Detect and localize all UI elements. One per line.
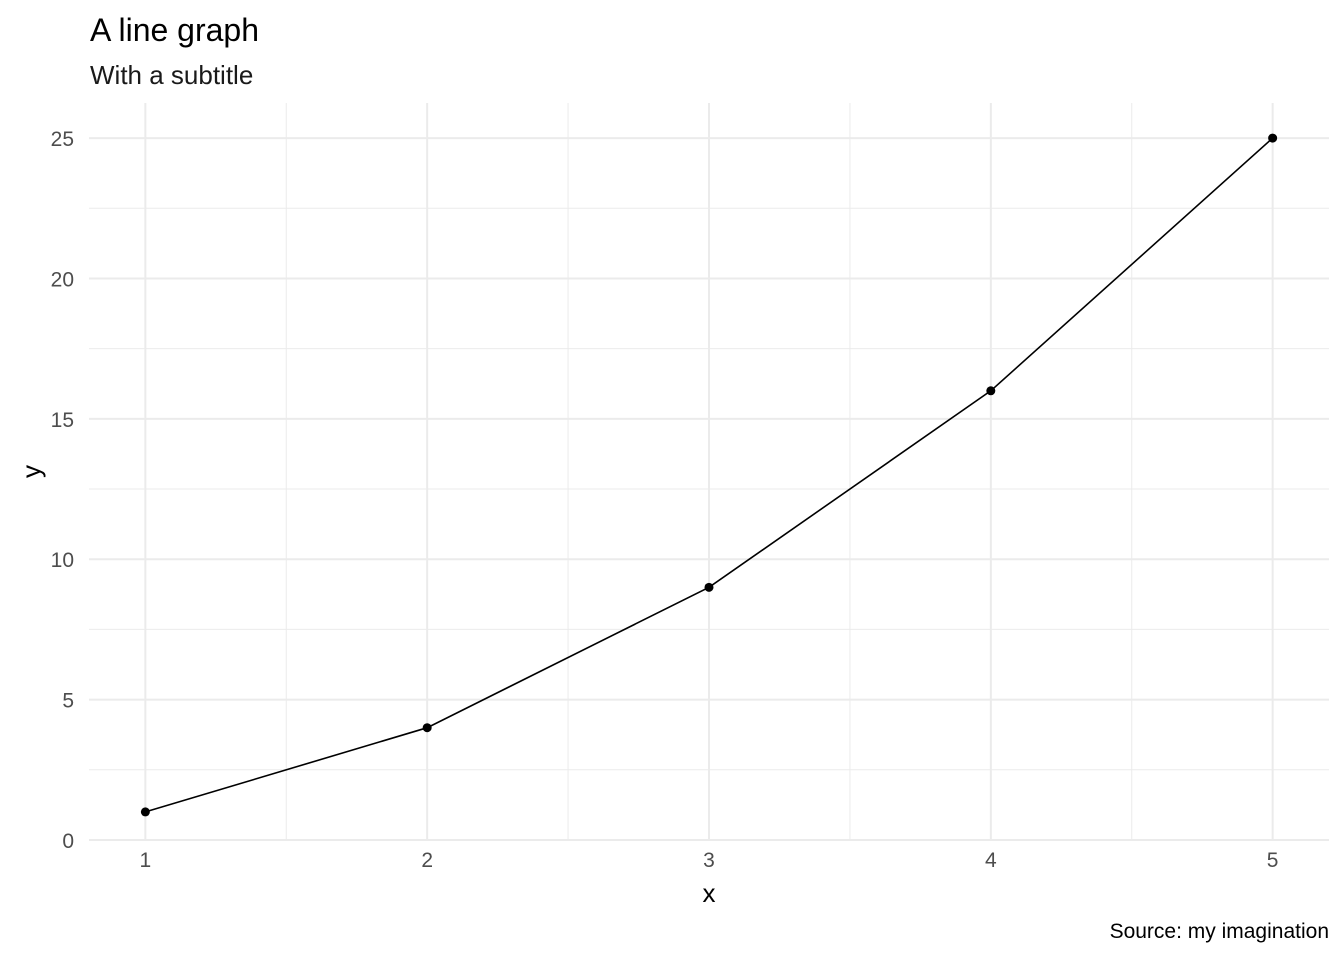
chart-title: A line graph <box>90 12 260 48</box>
y-tick-label: 20 <box>51 268 74 291</box>
data-point <box>140 807 150 817</box>
series-layer <box>140 133 1278 817</box>
chart-subtitle: With a subtitle <box>90 60 254 90</box>
data-point <box>704 582 714 592</box>
chart-caption: Source: my imagination <box>1109 920 1329 943</box>
data-point <box>422 723 432 733</box>
x-tick-label: 4 <box>985 849 997 872</box>
major-gridlines <box>89 103 1329 841</box>
data-point <box>986 386 996 396</box>
y-axis-label: y <box>16 465 46 478</box>
x-tick-label: 3 <box>703 849 715 872</box>
x-axis-label: x <box>703 878 716 908</box>
y-tick-label: 5 <box>62 690 74 713</box>
y-tick-label: 10 <box>51 549 74 572</box>
x-tick-label: 1 <box>140 849 152 872</box>
x-tick-label: 2 <box>421 849 433 872</box>
y-tick-label: 0 <box>62 830 74 853</box>
y-tick-label: 15 <box>51 409 74 432</box>
tick-labels: 1 2 3 4 5 0 5 10 15 20 25 <box>51 128 1279 872</box>
x-tick-label: 5 <box>1267 849 1279 872</box>
data-point <box>1268 133 1278 143</box>
y-tick-label: 25 <box>51 128 74 151</box>
